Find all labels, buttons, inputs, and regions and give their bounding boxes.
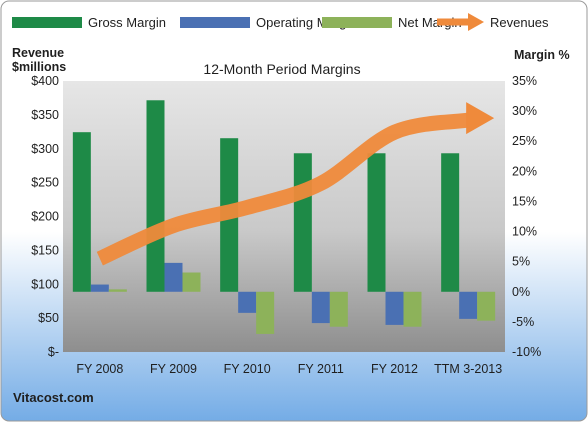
gross-margin-bar (72, 132, 91, 292)
operating-margin-bar (164, 262, 183, 292)
right-tick-label: 35% (512, 74, 537, 88)
left-tick-label: $400 (31, 74, 59, 88)
category-label: TTM 3-2013 (434, 362, 502, 376)
gross-margin-bar (441, 153, 460, 292)
category-label: FY 2008 (76, 362, 123, 376)
left-tick-label: $250 (31, 176, 59, 190)
operating-margin-bar (90, 284, 109, 292)
net-margin-bar (108, 289, 127, 292)
left-axis-title-line1: Revenue (12, 46, 64, 60)
right-tick-label: 30% (512, 104, 537, 118)
left-axis-title-line2: $millions (12, 60, 66, 74)
revenues-legend-arrowhead (468, 13, 484, 31)
revenues-arrow (96, 102, 495, 266)
right-tick-label: 20% (512, 164, 537, 178)
left-tick-label: $350 (31, 108, 59, 122)
category-label: FY 2012 (371, 362, 418, 376)
gross-margin-bar (367, 153, 386, 292)
gross-margin-legend-swatch (12, 17, 82, 28)
operating-margin-bar (459, 291, 478, 319)
operating-margin-legend-swatch (180, 17, 250, 28)
left-axis-ticks: $- $50 $100 $150 $200 $250 $300 $350 $400 (31, 74, 59, 359)
left-tick-label: $50 (38, 311, 59, 325)
right-tick-label: -5% (512, 315, 534, 329)
left-tick-label: $300 (31, 142, 59, 156)
right-tick-label: 0% (512, 285, 530, 299)
operating-margin-bar (385, 291, 404, 325)
left-tick-label: $100 (31, 277, 59, 291)
operating-margin-bar (311, 291, 330, 324)
revenues-arrow-head (466, 102, 495, 135)
revenues-legend-label: Revenues (490, 15, 549, 30)
gross-margin-bar (146, 100, 165, 292)
category-label: FY 2009 (150, 362, 197, 376)
net-margin-bar (403, 291, 422, 327)
right-axis-ticks: -10% -5% 0% 5% 10% 15% 20% 25% 30% 35% (512, 74, 541, 359)
net-margin-bar (477, 291, 496, 321)
net-margin-bar (256, 291, 275, 334)
category-label: FY 2010 (224, 362, 271, 376)
gross-margin-bar (293, 153, 312, 292)
brand-label: Vitacost.com (13, 390, 94, 405)
left-tick-label: $150 (31, 243, 59, 257)
right-tick-label: -10% (512, 345, 541, 359)
operating-margin-bar (238, 291, 257, 313)
legend: Gross Margin Operating Margin Net Margin Re… (12, 13, 549, 31)
right-tick-label: 25% (512, 134, 537, 148)
right-tick-label: 5% (512, 255, 530, 269)
left-tick-label: $- (48, 345, 59, 359)
right-tick-label: 15% (512, 194, 537, 208)
chart-title: 12-Month Period Margins (203, 61, 360, 77)
net-margin-bar (329, 291, 348, 327)
revenues-arrow-shaft (96, 112, 470, 266)
category-labels: FY 2008 FY 2009 FY 2010 FY 2011 FY 2012 TTM 3… (76, 362, 502, 376)
net-margin-legend-swatch (322, 17, 392, 28)
left-tick-label: $200 (31, 210, 59, 224)
net-margin-bar (182, 272, 201, 292)
gross-margin-legend-label: Gross Margin (88, 15, 166, 30)
category-label: FY 2011 (298, 362, 344, 376)
right-axis-title: Margin % (514, 48, 570, 62)
right-tick-label: 10% (512, 225, 537, 239)
